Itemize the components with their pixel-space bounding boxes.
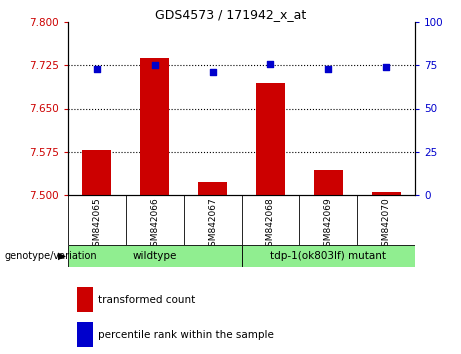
Bar [242,245,415,267]
Bar [256,82,285,195]
Point [93,66,100,72]
Point [151,62,159,68]
Text: GSM842067: GSM842067 [208,198,217,252]
Bar [68,245,242,267]
Bar [198,182,227,195]
Point [382,64,390,70]
Bar [77,287,93,312]
Point [267,61,274,66]
Text: wildtype: wildtype [133,251,177,261]
Bar [314,170,343,195]
Text: GSM842069: GSM842069 [324,198,333,252]
Text: tdp-1(ok803lf) mutant: tdp-1(ok803lf) mutant [270,251,386,261]
Point [325,66,332,72]
Bar [83,150,112,195]
Bar [77,322,93,347]
Text: transformed count: transformed count [98,295,195,305]
Text: genotype/variation: genotype/variation [5,251,97,261]
Text: ▶: ▶ [58,251,66,261]
Text: GSM842068: GSM842068 [266,198,275,252]
Bar [372,192,401,195]
Text: GSM842066: GSM842066 [150,198,159,252]
Text: GSM842065: GSM842065 [92,198,101,252]
Bar [140,58,169,195]
Text: GSM842070: GSM842070 [382,198,390,252]
Point [209,69,216,75]
Text: percentile rank within the sample: percentile rank within the sample [98,330,274,340]
Text: GDS4573 / 171942_x_at: GDS4573 / 171942_x_at [155,8,306,21]
